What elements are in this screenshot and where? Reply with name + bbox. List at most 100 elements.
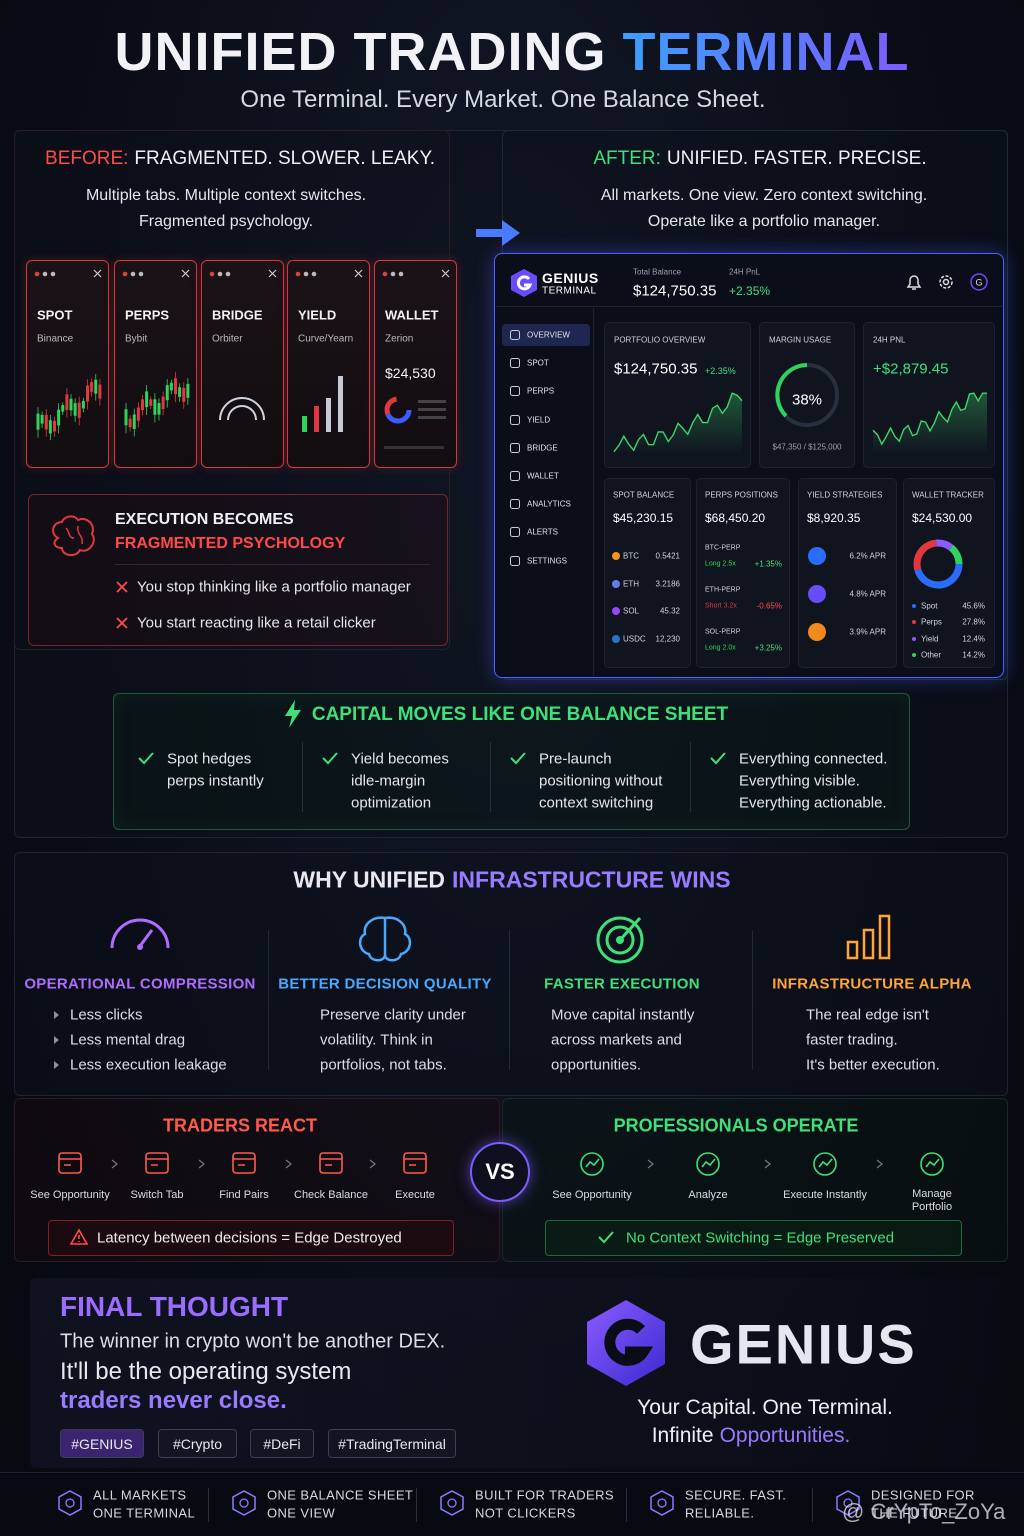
capital-item: idle-margin (351, 772, 426, 790)
after-line: All markets. One view. Zero context swit… (600, 187, 928, 204)
graphic-part (764, 1159, 771, 1169)
capital-item: Everything connected. (739, 750, 888, 768)
graphic-part (181, 269, 190, 278)
perp-pair: BTC-PERP (705, 544, 741, 552)
graphic-part (511, 269, 537, 297)
settings-button[interactable] (937, 273, 955, 291)
graphic-part (69, 1228, 89, 1245)
graphic-part (285, 1159, 292, 1169)
graphic-part (65, 394, 69, 410)
profile-button[interactable]: G (970, 273, 988, 291)
vs-text: VS (485, 1159, 515, 1184)
final-highlight: traders never close. (60, 1387, 287, 1414)
why-icon (110, 918, 170, 950)
lightning-icon (285, 700, 301, 728)
footer-text: ONE VIEW (267, 1505, 336, 1521)
wallet-donut (384, 396, 446, 424)
card-label: YIELD STRATEGIES (807, 490, 883, 500)
graphic-part (326, 398, 331, 432)
nav-icon (510, 471, 520, 481)
why-line: Less execution leakage (70, 1056, 227, 1074)
nav-item[interactable] (502, 324, 590, 346)
nav-icon (510, 442, 520, 453)
notifications-button[interactable] (905, 273, 923, 291)
graphic-part (319, 1152, 343, 1174)
perp-pct: +3.25% (754, 643, 782, 653)
graphic-part (311, 271, 317, 277)
coin-icon (612, 634, 620, 643)
graphic-part (132, 414, 136, 429)
allocation-name: Yield (921, 634, 939, 644)
graphic-part (920, 1152, 944, 1176)
graphic-part (198, 1159, 205, 1169)
after-heading: AFTER: UNIFIED. FASTER. PRECISE. (593, 148, 926, 170)
graphic-part (912, 604, 916, 608)
nav-label: SPOT (527, 358, 549, 368)
graphic-part (613, 392, 743, 453)
apr: 3.9% APR (849, 627, 886, 637)
graphic-part (53, 420, 56, 432)
after-label: AFTER: (593, 148, 661, 169)
graphic-part (398, 271, 404, 277)
browser-tab (114, 260, 197, 468)
graphic-part (384, 396, 412, 424)
react-step-icon (403, 1152, 427, 1174)
terminal-brand: GENIUS (542, 270, 599, 286)
graphic-part (52, 515, 95, 556)
wallet-bars (384, 446, 444, 449)
psych-title: EXECUTION BECOMES (115, 511, 294, 528)
hashtag: #Crypto (172, 1436, 223, 1452)
graphic-part (510, 386, 520, 397)
graphic-part (873, 393, 987, 454)
tab-value: $24,530 (385, 365, 436, 381)
why-col-title: INFRASTRUCTURE ALPHA (772, 975, 972, 993)
psych-title-alert: FRAGMENTED PSYCHOLOGY (115, 535, 346, 552)
title-highlight: TERMINAL (622, 22, 910, 82)
footer-text: RELIABLE. (685, 1505, 755, 1521)
graphic-part (153, 399, 157, 415)
why-line: The real edge isn't (806, 1006, 929, 1024)
graphic-part (510, 555, 520, 566)
graphic-part (94, 379, 98, 394)
graphic-part (322, 752, 338, 765)
graphic-part (369, 1159, 376, 1169)
tab-name: PERPS (125, 307, 170, 323)
margin-gauge (775, 363, 839, 427)
graphic-part (912, 620, 916, 625)
graphic-part (58, 1490, 82, 1516)
asset-name: BTC (623, 551, 639, 561)
graphic-part (612, 579, 620, 588)
graphic-part (647, 1159, 654, 1169)
graphic-part (510, 527, 520, 538)
nav-label: WALLET (527, 471, 559, 481)
tab-controls (295, 269, 363, 278)
why-line: across markets and (551, 1031, 682, 1049)
tagline-highlight: Opportunities. (719, 1424, 851, 1447)
graphic-part (227, 405, 257, 421)
graphic-part (970, 273, 988, 291)
before-text: FRAGMENTED. SLOWER. LEAKY. (134, 148, 435, 169)
graphic-part (73, 403, 77, 416)
nav-label: ALERTS (527, 527, 558, 537)
capital-box (113, 693, 910, 830)
perp-side: Long 2.0x (705, 644, 736, 652)
capital-title: CAPITAL MOVES LIKE ONE BALANCE SHEET (311, 704, 729, 725)
yield-bars (302, 376, 343, 432)
graphic-part (913, 539, 963, 589)
capital-divider (490, 742, 491, 812)
footer-text: NOT CLICKERS (475, 1505, 576, 1521)
graphic-part (116, 617, 128, 629)
footer-text: ONE BALANCE SHEET (267, 1487, 414, 1503)
graphic-part (77, 402, 81, 418)
graphic-part (54, 1011, 59, 1019)
graphic-part: G (975, 278, 982, 288)
footer-divider (626, 1488, 627, 1522)
graphic-part (447, 1498, 457, 1508)
graphic-part (182, 387, 186, 402)
capital-item: Yield becomes (351, 750, 449, 768)
total-balance: $124,750.35 (633, 282, 717, 300)
terminal-logo (511, 269, 537, 297)
asset-name: SOL (623, 606, 640, 616)
protocol-icon (808, 547, 826, 565)
graphic-part (59, 1158, 81, 1166)
